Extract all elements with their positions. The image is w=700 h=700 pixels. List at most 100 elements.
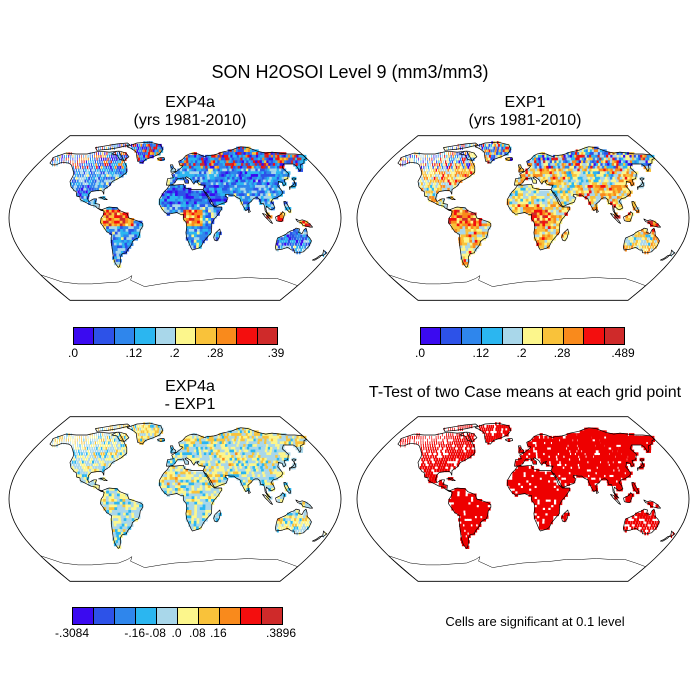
grid-cell	[96, 435, 98, 440]
grid-cell	[593, 179, 598, 183]
grid-cell	[579, 168, 584, 172]
grid-cell	[630, 182, 635, 186]
grid-cell	[199, 477, 203, 481]
grid-cell	[493, 154, 496, 159]
grid-cell	[553, 218, 557, 222]
grid-cell	[561, 234, 565, 238]
grid-cell	[87, 455, 89, 459]
grid-cell	[441, 163, 443, 167]
grid-cell	[158, 479, 162, 484]
grid-cell	[241, 441, 247, 445]
grid-cell	[227, 157, 232, 161]
grid-cell	[459, 223, 463, 227]
grid-cell	[114, 452, 117, 456]
grid-cell	[197, 223, 201, 227]
grid-cell	[260, 196, 265, 200]
grid-cell	[621, 193, 626, 197]
grid-cell	[179, 455, 184, 459]
grid-cell	[105, 218, 110, 222]
grid-cell	[129, 239, 134, 244]
grid-cell	[192, 157, 196, 161]
grid-cell	[190, 438, 194, 442]
grid-cell	[233, 438, 238, 442]
grid-cell	[134, 234, 138, 238]
grid-cell	[230, 435, 235, 440]
grid-cell	[581, 190, 585, 194]
coastline-samerica	[448, 206, 492, 268]
grid-cell	[89, 433, 91, 437]
grid-cell	[616, 196, 621, 200]
grid-cell	[266, 468, 271, 473]
grid-cell	[604, 171, 610, 175]
grid-cell	[111, 218, 115, 222]
grid-cell	[189, 154, 194, 159]
grid-cell	[507, 157, 511, 161]
grid-cell	[130, 424, 133, 429]
grid-cell	[549, 160, 554, 164]
grid-cell	[113, 449, 116, 453]
grid-cell	[550, 231, 554, 236]
grid-cell	[462, 165, 465, 170]
grid-cell	[563, 182, 568, 186]
grid-cell	[125, 499, 129, 503]
grid-cell	[172, 466, 176, 470]
grid-cell	[462, 228, 467, 233]
grid-cell	[184, 455, 188, 459]
grid-cell	[627, 163, 633, 167]
grid-cell	[434, 163, 436, 167]
grid-cell	[74, 154, 76, 159]
grid-cell	[556, 160, 560, 164]
grid-cell	[442, 157, 444, 161]
grid-cell	[547, 223, 552, 227]
grid-cell	[248, 168, 253, 172]
grid-cell	[91, 455, 94, 459]
grid-cell	[78, 187, 81, 192]
grid-cell	[59, 435, 61, 440]
grid-cell	[588, 179, 593, 183]
grid-cell	[475, 220, 480, 225]
grid-cell	[282, 455, 288, 459]
grid-cell	[133, 228, 138, 233]
grid-cell	[225, 171, 230, 175]
grid-cell	[122, 438, 125, 442]
grid-cell	[144, 149, 147, 153]
grid-cell	[264, 182, 269, 186]
grid-cell	[101, 187, 105, 192]
grid-cell	[119, 493, 124, 497]
grid-cell	[427, 174, 430, 178]
grid-cell	[433, 198, 437, 203]
grid-cell	[530, 193, 535, 197]
grid-cell	[109, 157, 112, 161]
grid-cell	[195, 163, 199, 167]
grid-cell	[100, 154, 102, 159]
grid-cell	[627, 176, 632, 181]
grid-cell	[536, 163, 540, 167]
grid-cell	[120, 157, 123, 161]
grid-cell	[234, 457, 239, 462]
grid-cell	[567, 165, 571, 170]
grid-cell	[549, 174, 554, 178]
grid-cell	[71, 179, 74, 183]
grid-cell	[191, 499, 195, 503]
grid-cell	[169, 179, 174, 183]
grid-cell	[264, 449, 270, 453]
grid-cell	[258, 455, 263, 459]
grid-cell	[191, 171, 196, 175]
grid-cell	[484, 143, 487, 148]
grid-cell	[121, 435, 124, 440]
grid-cell	[68, 154, 70, 159]
grid-cell	[487, 146, 490, 150]
grid-cell	[240, 482, 244, 486]
grid-cell	[566, 207, 571, 211]
grid-cell	[213, 488, 217, 492]
grid-cell	[454, 174, 457, 178]
grid-cell	[116, 245, 121, 249]
grid-cell	[205, 168, 210, 172]
grid-cell	[93, 463, 96, 467]
grid-cell	[153, 427, 156, 431]
grid-cell	[227, 438, 232, 442]
grid-cell	[92, 466, 95, 470]
grid-cell	[183, 215, 187, 219]
grid-cell	[199, 223, 204, 227]
grid-cell	[185, 231, 190, 236]
